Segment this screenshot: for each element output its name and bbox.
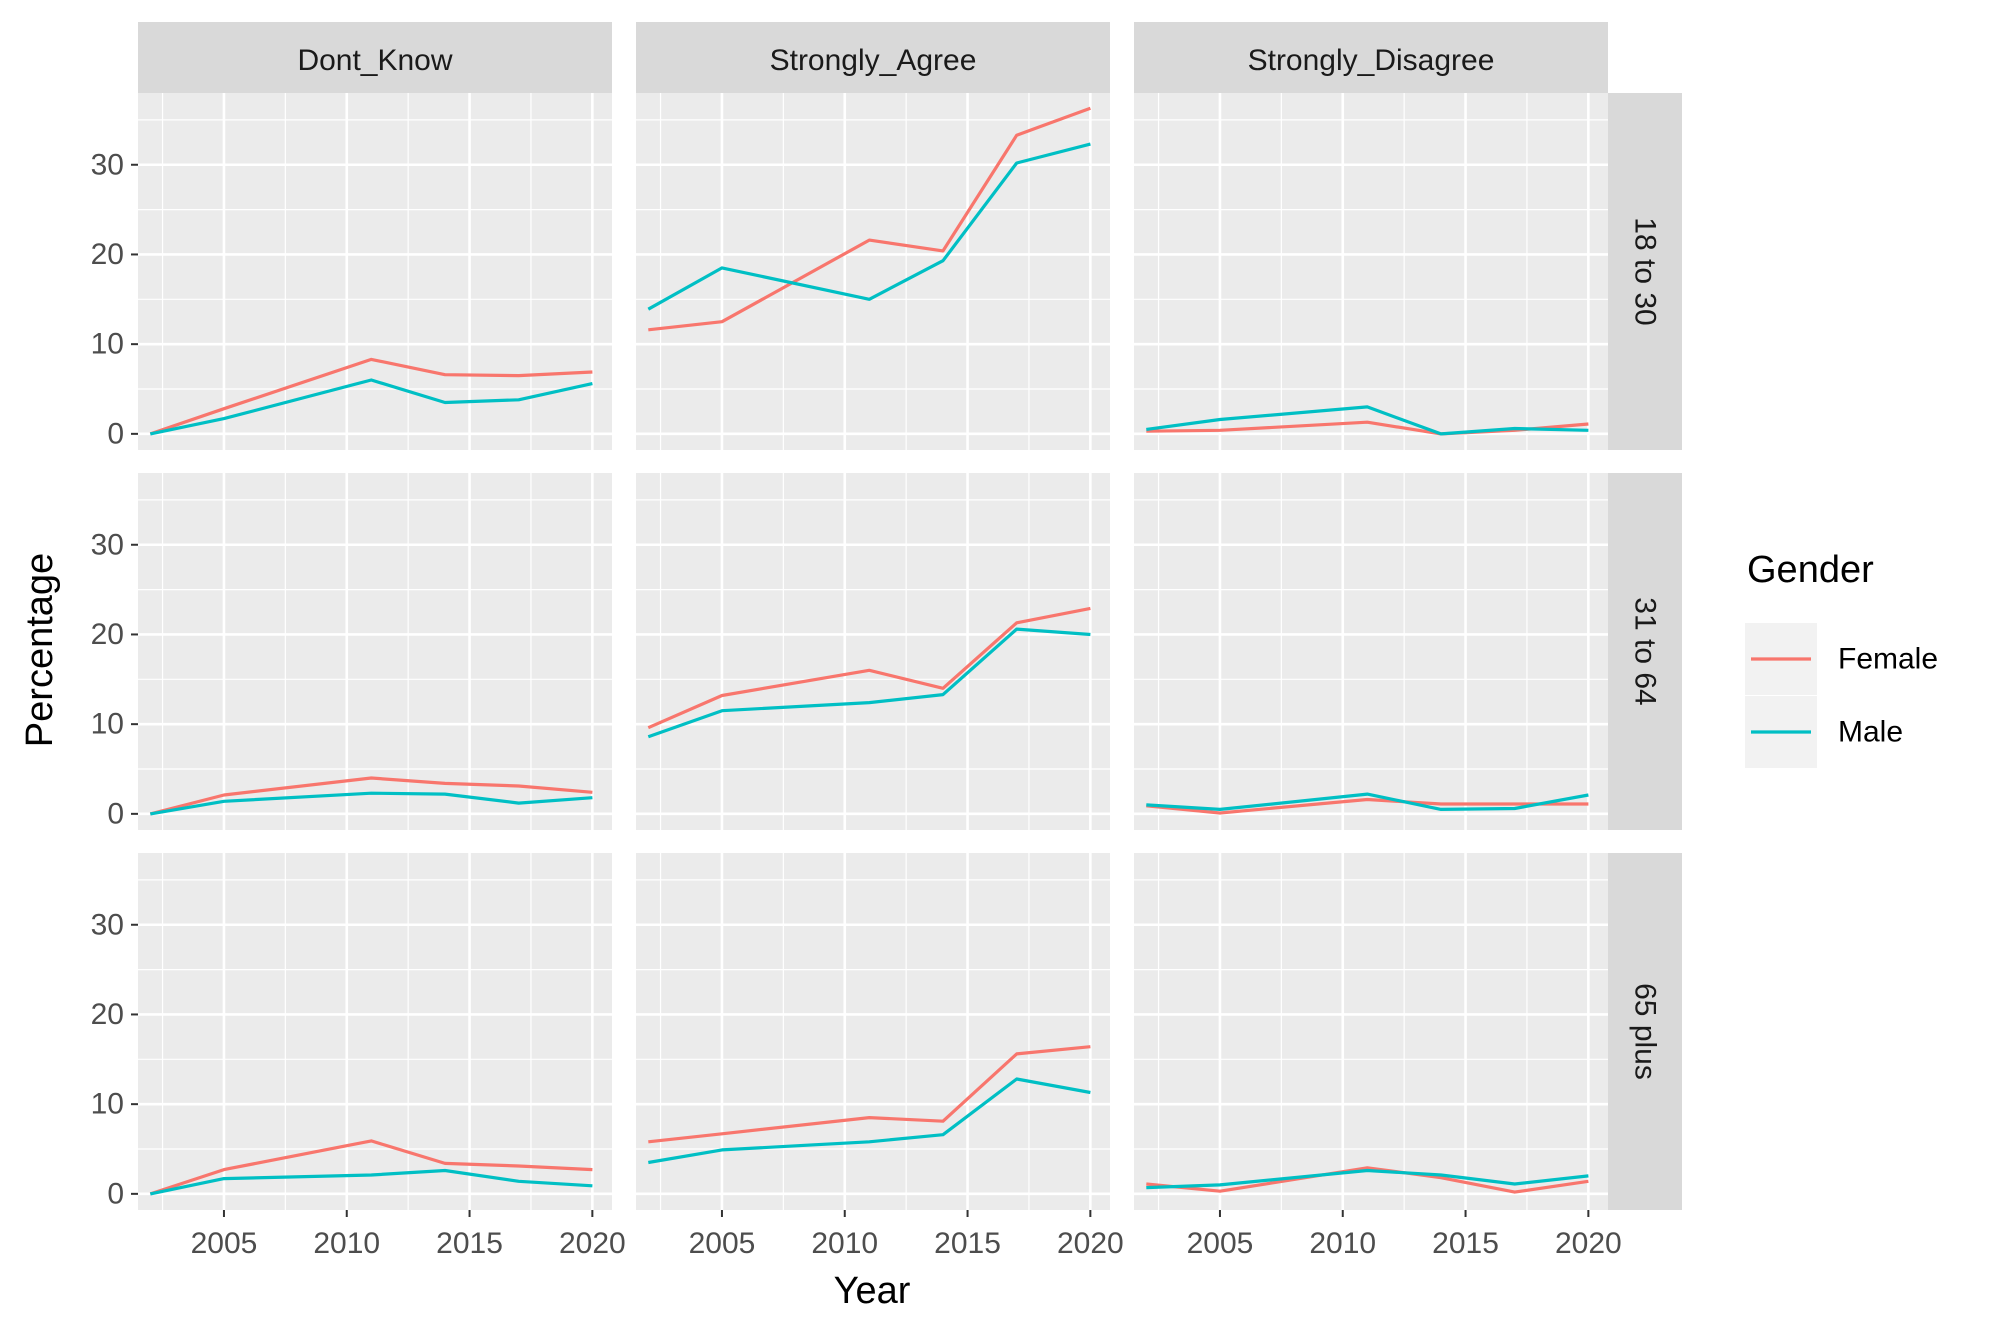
x-tick-label: 2005 xyxy=(1187,1227,1254,1260)
series-line-female xyxy=(648,106,1091,332)
legend: Gender Female Male xyxy=(1745,549,1938,768)
column-strip-label: Strongly_Disagree xyxy=(1248,44,1495,77)
row-strip xyxy=(1608,93,1682,450)
column-strip-label: Strongly_Agree xyxy=(770,44,977,77)
series-line-male xyxy=(1146,405,1589,436)
x-tick-label: 2005 xyxy=(191,1227,258,1260)
series-line-female xyxy=(149,357,593,436)
y-tick-label: 10 xyxy=(91,328,124,361)
panel-background xyxy=(636,853,1110,1210)
panels-layer xyxy=(138,93,1608,1210)
x-tick-label: 2015 xyxy=(934,1227,1001,1260)
x-tick-label: 2015 xyxy=(1432,1227,1499,1260)
y-tick-label: 20 xyxy=(91,618,124,651)
panel-background xyxy=(636,93,1110,450)
x-tick-label: 2020 xyxy=(1555,1227,1622,1260)
strips-layer: Dont_Know Strongly_Agree Strongly_Disagree… xyxy=(138,22,1682,1210)
legend-label: Male xyxy=(1838,716,1903,749)
legend-label: Female xyxy=(1838,643,1938,676)
panel-dont-know-18-to-30 xyxy=(138,93,612,450)
series-line-female xyxy=(149,1139,593,1196)
series-line-male xyxy=(149,1168,593,1196)
y-tick-label: 30 xyxy=(91,148,124,181)
panel-background xyxy=(138,853,612,1210)
series-line-male xyxy=(1146,1168,1589,1190)
y-axis-title: Percentage xyxy=(19,553,61,747)
series-line-male xyxy=(647,627,1091,739)
y-tick-label: 0 xyxy=(107,1177,124,1210)
row-strip-label: 31 to 64 xyxy=(1629,597,1662,705)
y-tick-label: 0 xyxy=(107,797,124,830)
series-line-female xyxy=(149,776,593,816)
row-strip-label: 18 to 30 xyxy=(1629,217,1662,325)
y-tick-label: 10 xyxy=(91,708,124,741)
y-tick-label: 30 xyxy=(91,908,124,941)
series-line-female xyxy=(648,1045,1091,1144)
y-tick-label: 10 xyxy=(91,1088,124,1121)
y-tick-label: 20 xyxy=(91,238,124,271)
row-strip-label: 65 plus xyxy=(1629,983,1662,1080)
panel-strongly-disagree-18-to-30 xyxy=(1134,93,1608,450)
column-strip xyxy=(138,22,612,93)
x-tick-label: 2010 xyxy=(1309,1227,1376,1260)
series-line-male xyxy=(1146,792,1589,812)
x-tick-label: 2010 xyxy=(313,1227,380,1260)
x-tick-label: 2015 xyxy=(436,1227,503,1260)
panel-dont-know-31-to-64 xyxy=(138,473,612,830)
panel-background xyxy=(636,473,1110,830)
panel-background xyxy=(1134,473,1608,830)
legend-title: Gender xyxy=(1747,549,1874,591)
x-tick-label: 2020 xyxy=(1057,1227,1124,1260)
row-strip xyxy=(1608,473,1682,830)
panel-strongly-agree-18-to-30 xyxy=(636,93,1110,450)
panel-background xyxy=(138,473,612,830)
column-strip-label: Dont_Know xyxy=(297,44,452,77)
y-tick-label: 30 xyxy=(91,528,124,561)
x-tick-label: 2010 xyxy=(811,1227,878,1260)
series-line-female xyxy=(647,606,1091,730)
x-axis-title: Year xyxy=(834,1270,911,1312)
panel-background xyxy=(1134,853,1608,1210)
x-tick-label: 2020 xyxy=(559,1227,626,1260)
panel-dont-know-65-plus xyxy=(138,853,612,1210)
row-strip xyxy=(1608,853,1682,1210)
panel-strongly-disagree-31-to-64 xyxy=(1134,473,1608,830)
series-line-male xyxy=(150,791,593,816)
panel-strongly-agree-65-plus xyxy=(636,853,1110,1210)
axes-layer: 0 10 20 30 0 10 20 30 0 10 20 30 2005 2010 2015 2020 200… xyxy=(91,148,1622,1260)
column-strip xyxy=(636,22,1110,93)
series-line-male xyxy=(648,1077,1091,1165)
y-tick-label: 0 xyxy=(107,417,124,450)
panel-strongly-agree-31-to-64 xyxy=(636,473,1110,830)
series-line-male xyxy=(149,378,593,436)
panel-background xyxy=(1134,93,1608,450)
panel-strongly-disagree-65-plus xyxy=(1134,853,1608,1210)
panel-background xyxy=(138,93,612,450)
y-tick-label: 20 xyxy=(91,998,124,1031)
series-line-male xyxy=(647,142,1091,311)
column-strip xyxy=(1134,22,1608,93)
x-tick-label: 2005 xyxy=(689,1227,756,1260)
